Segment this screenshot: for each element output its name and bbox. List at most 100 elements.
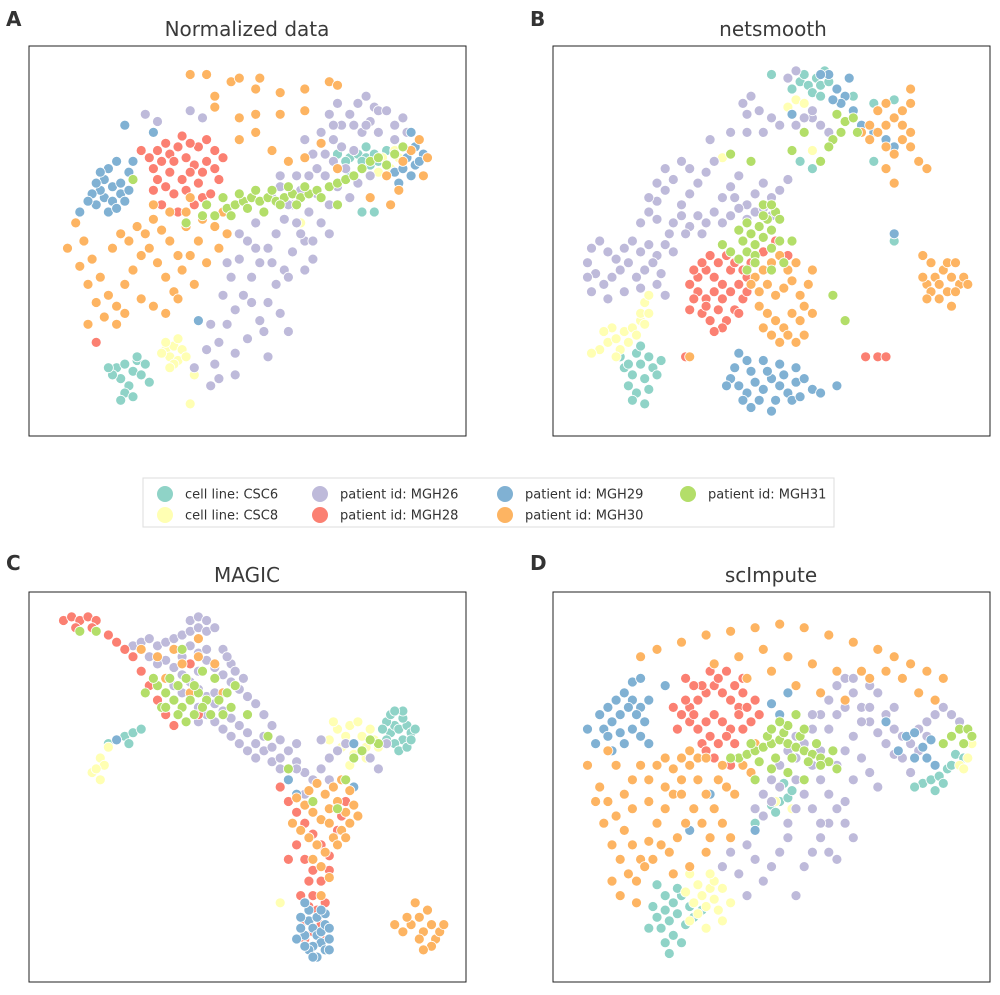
data-point bbox=[782, 174, 794, 185]
data-point bbox=[766, 774, 777, 786]
data-point bbox=[717, 716, 728, 728]
data-point bbox=[119, 119, 131, 131]
legend-label: patient id: MGH30 bbox=[525, 509, 643, 524]
data-point bbox=[688, 897, 700, 909]
data-point bbox=[221, 651, 233, 663]
data-point bbox=[733, 224, 745, 236]
data-point bbox=[676, 752, 687, 764]
data-point bbox=[127, 264, 139, 276]
panel-b-title: netsmooth bbox=[719, 17, 827, 41]
data-point bbox=[864, 673, 876, 684]
data-point bbox=[201, 615, 213, 626]
data-point bbox=[786, 785, 798, 796]
data-point bbox=[229, 347, 241, 359]
data-point bbox=[643, 307, 655, 319]
data-point bbox=[233, 72, 245, 84]
data-point bbox=[209, 358, 221, 370]
data-point bbox=[897, 673, 908, 684]
data-point bbox=[704, 315, 716, 327]
data-point bbox=[82, 318, 94, 330]
data-point bbox=[242, 333, 253, 345]
data-point bbox=[651, 369, 663, 381]
data-point bbox=[929, 694, 941, 706]
data-point bbox=[745, 402, 757, 413]
data-point bbox=[643, 351, 655, 363]
data-point bbox=[798, 373, 810, 385]
data-point bbox=[315, 904, 327, 916]
data-point bbox=[647, 257, 659, 269]
data-point bbox=[700, 922, 712, 934]
panel-b-points bbox=[582, 65, 974, 417]
data-point bbox=[360, 119, 372, 131]
data-point bbox=[221, 687, 233, 699]
data-point bbox=[602, 293, 614, 305]
legend-label: patient id: MGH28 bbox=[340, 509, 458, 524]
data-point bbox=[729, 738, 741, 749]
data-point bbox=[733, 307, 745, 319]
data-point bbox=[782, 687, 794, 699]
data-point bbox=[655, 355, 667, 366]
data-point bbox=[201, 257, 213, 269]
data-point bbox=[700, 217, 712, 229]
data-point bbox=[274, 752, 286, 764]
data-point bbox=[307, 235, 319, 247]
data-point bbox=[209, 101, 221, 113]
data-point bbox=[733, 253, 745, 265]
data-point bbox=[798, 112, 810, 124]
data-point bbox=[348, 738, 360, 749]
data-point bbox=[762, 278, 773, 290]
panel-letter-d: D bbox=[530, 551, 547, 575]
data-point bbox=[913, 155, 925, 167]
data-point bbox=[135, 145, 147, 156]
data-point bbox=[250, 217, 262, 229]
data-point bbox=[274, 87, 286, 98]
data-point bbox=[160, 181, 172, 193]
data-point bbox=[311, 839, 323, 851]
data-point bbox=[704, 730, 716, 742]
data-point bbox=[180, 716, 192, 728]
data-point bbox=[770, 394, 781, 406]
data-point bbox=[389, 134, 401, 146]
data-point bbox=[315, 734, 327, 746]
data-point bbox=[639, 861, 651, 872]
data-point bbox=[254, 72, 266, 84]
data-point bbox=[766, 405, 777, 417]
data-point bbox=[156, 155, 168, 167]
data-point bbox=[823, 629, 835, 641]
data-point bbox=[172, 680, 184, 691]
data-point bbox=[774, 336, 786, 348]
data-point bbox=[315, 192, 327, 204]
data-point bbox=[757, 875, 769, 887]
data-point bbox=[708, 893, 720, 905]
data-point bbox=[696, 257, 708, 269]
data-point bbox=[815, 90, 826, 102]
data-point bbox=[180, 673, 192, 684]
data-point bbox=[103, 629, 114, 641]
data-point bbox=[360, 141, 372, 153]
data-point bbox=[623, 702, 634, 713]
data-point bbox=[708, 286, 720, 298]
data-point bbox=[815, 817, 826, 829]
data-point bbox=[160, 702, 172, 713]
data-point bbox=[708, 326, 720, 337]
legend-frame bbox=[142, 477, 835, 528]
panel-letter-b: B bbox=[530, 7, 545, 31]
data-point bbox=[299, 134, 311, 146]
legend-label: cell line: CSC8 bbox=[185, 509, 278, 524]
data-point bbox=[749, 694, 761, 706]
data-point bbox=[614, 727, 626, 739]
data-point bbox=[139, 108, 151, 120]
data-point bbox=[688, 709, 700, 720]
data-point bbox=[684, 759, 696, 771]
data-point bbox=[708, 206, 720, 218]
data-point bbox=[74, 625, 86, 637]
data-point bbox=[684, 278, 696, 290]
data-point bbox=[372, 763, 384, 775]
data-point bbox=[847, 673, 859, 684]
data-point bbox=[627, 369, 638, 381]
data-point bbox=[606, 875, 618, 887]
data-point bbox=[242, 745, 253, 757]
data-point bbox=[794, 391, 806, 403]
data-point bbox=[438, 919, 450, 930]
data-point bbox=[737, 723, 749, 735]
